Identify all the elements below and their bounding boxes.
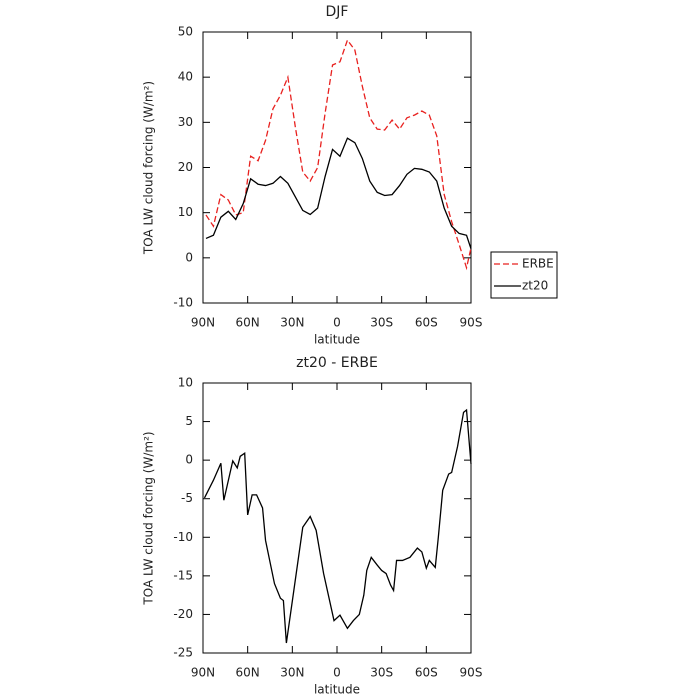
y-tick-label: 0: [185, 250, 193, 264]
y-tick-label: 40: [178, 70, 193, 84]
y-tick-label: 5: [185, 414, 193, 428]
y-tick-label: -15: [173, 568, 193, 582]
chart-title: DJF: [326, 4, 349, 20]
x-axis-label: latitude: [314, 683, 360, 697]
y-tick-label: 50: [178, 25, 193, 39]
plot-frame: [202, 31, 472, 304]
y-tick-label: -20: [173, 607, 193, 621]
y-tick-label: 10: [178, 376, 193, 390]
legend-label: ERBE: [522, 257, 554, 271]
x-tick-label: 60S: [415, 666, 438, 680]
x-tick-label: 90S: [460, 316, 483, 330]
y-axis-label: TOA LW cloud forcing (W/m²): [142, 431, 156, 605]
data-line: [205, 137, 472, 250]
x-tick-label: 60N: [236, 316, 260, 330]
y-axis-label: TOA LW cloud forcing (W/m²): [142, 81, 156, 255]
x-tick-label: 30S: [370, 666, 393, 680]
y-tick-label: 0: [185, 453, 193, 467]
x-tick-label: 30N: [280, 666, 304, 680]
data-line: [203, 408, 472, 644]
legend-label: zt20: [522, 279, 548, 293]
legend-box: [490, 251, 558, 299]
x-tick-label: 30N: [280, 316, 304, 330]
y-tick-label: -10: [173, 296, 193, 310]
x-tick-label: 0: [333, 316, 341, 330]
y-tick-label: -25: [173, 646, 193, 660]
y-tick-label: 30: [178, 115, 193, 129]
x-tick-label: 90N: [191, 666, 215, 680]
x-tick-label: 0: [333, 666, 341, 680]
x-tick-label: 90S: [460, 666, 483, 680]
y-tick-label: -10: [173, 530, 193, 544]
x-tick-label: 60S: [415, 316, 438, 330]
y-tick-label: -5: [181, 491, 193, 505]
x-tick-label: 30S: [370, 316, 393, 330]
chart-title: zt20 - ERBE: [296, 355, 378, 371]
y-tick-label: 20: [178, 160, 193, 174]
data-line: [205, 38, 472, 271]
x-axis-label: latitude: [314, 333, 360, 347]
x-tick-label: 60N: [236, 666, 260, 680]
x-tick-label: 90N: [191, 316, 215, 330]
plot-frame: [202, 382, 472, 654]
y-tick-label: 10: [178, 205, 193, 219]
